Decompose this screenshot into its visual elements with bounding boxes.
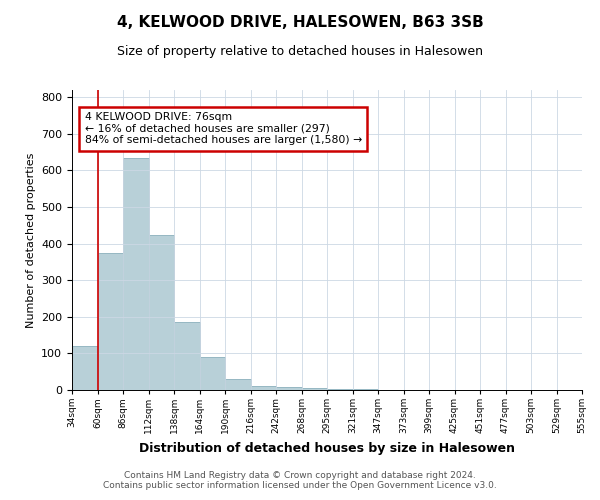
Text: 4, KELWOOD DRIVE, HALESOWEN, B63 3SB: 4, KELWOOD DRIVE, HALESOWEN, B63 3SB — [116, 15, 484, 30]
Text: 4 KELWOOD DRIVE: 76sqm
← 16% of detached houses are smaller (297)
84% of semi-de: 4 KELWOOD DRIVE: 76sqm ← 16% of detached… — [85, 112, 362, 145]
Bar — [327, 389, 353, 390]
Bar — [276, 387, 302, 390]
Text: Size of property relative to detached houses in Halesowen: Size of property relative to detached ho… — [117, 45, 483, 58]
Bar — [225, 379, 251, 390]
Bar — [72, 346, 97, 390]
X-axis label: Distribution of detached houses by size in Halesowen: Distribution of detached houses by size … — [139, 442, 515, 454]
Bar — [123, 158, 149, 390]
Y-axis label: Number of detached properties: Number of detached properties — [26, 152, 35, 328]
Bar — [302, 388, 327, 390]
Bar — [97, 253, 123, 390]
Text: Contains HM Land Registry data © Crown copyright and database right 2024.
Contai: Contains HM Land Registry data © Crown c… — [103, 470, 497, 490]
Bar — [149, 234, 174, 390]
Bar — [251, 386, 276, 390]
Bar — [174, 322, 199, 390]
Bar — [199, 357, 225, 390]
